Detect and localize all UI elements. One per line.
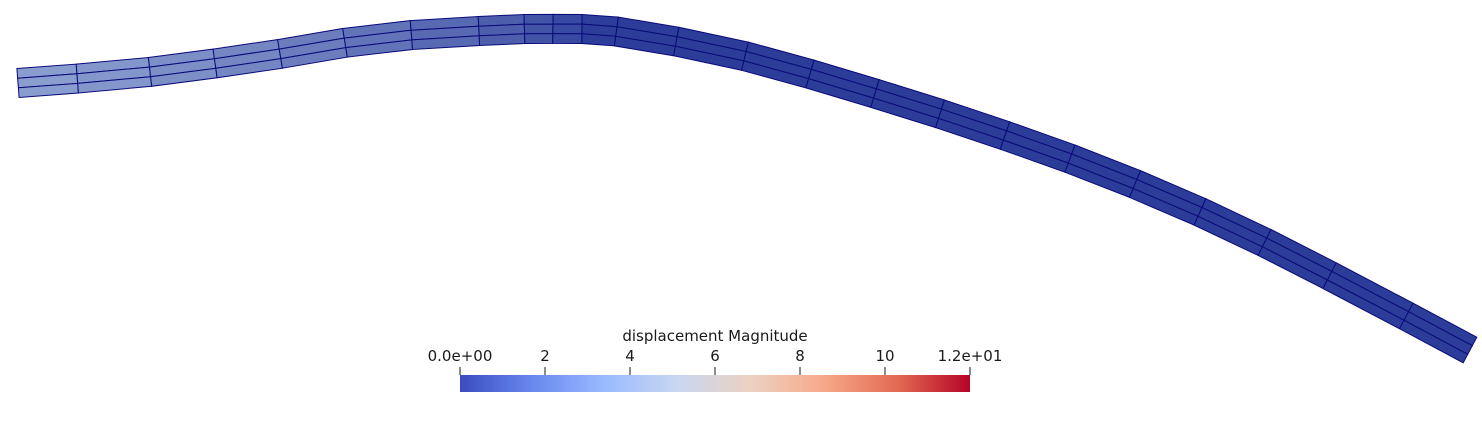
mesh-cell	[552, 13, 583, 25]
deformed-beam-mesh	[16, 13, 1478, 364]
colorbar-tick-label: 10	[875, 347, 894, 365]
colorbar-tick-label: 8	[795, 347, 805, 365]
mesh-cell	[552, 33, 583, 45]
colorbar-tick-label: 1.2e+01	[938, 347, 1003, 365]
mesh-cell	[523, 23, 554, 35]
mesh-cell	[552, 23, 583, 35]
mesh-cell	[581, 33, 617, 47]
colorbar-tick-label: 4	[625, 347, 635, 365]
mesh-cell	[523, 13, 554, 25]
colorbar-tick-label: 6	[710, 347, 720, 365]
colorbar-gradient	[460, 375, 970, 392]
mesh-cell	[524, 33, 554, 45]
colorbar-tick-label: 0.0e+00	[428, 347, 493, 365]
mesh-cell	[478, 33, 526, 47]
colorbar-tick-label: 2	[540, 347, 550, 365]
color-legend: displacement Magnitude 0.0e+00 2 4 6 8 10 1.2e…	[428, 327, 1003, 392]
colorbar-ticks: 0.0e+00 2 4 6 8 10 1.2e+01	[428, 347, 1003, 375]
colorbar-title: displacement Magnitude	[622, 327, 807, 345]
mesh-cell	[1398, 319, 1469, 364]
